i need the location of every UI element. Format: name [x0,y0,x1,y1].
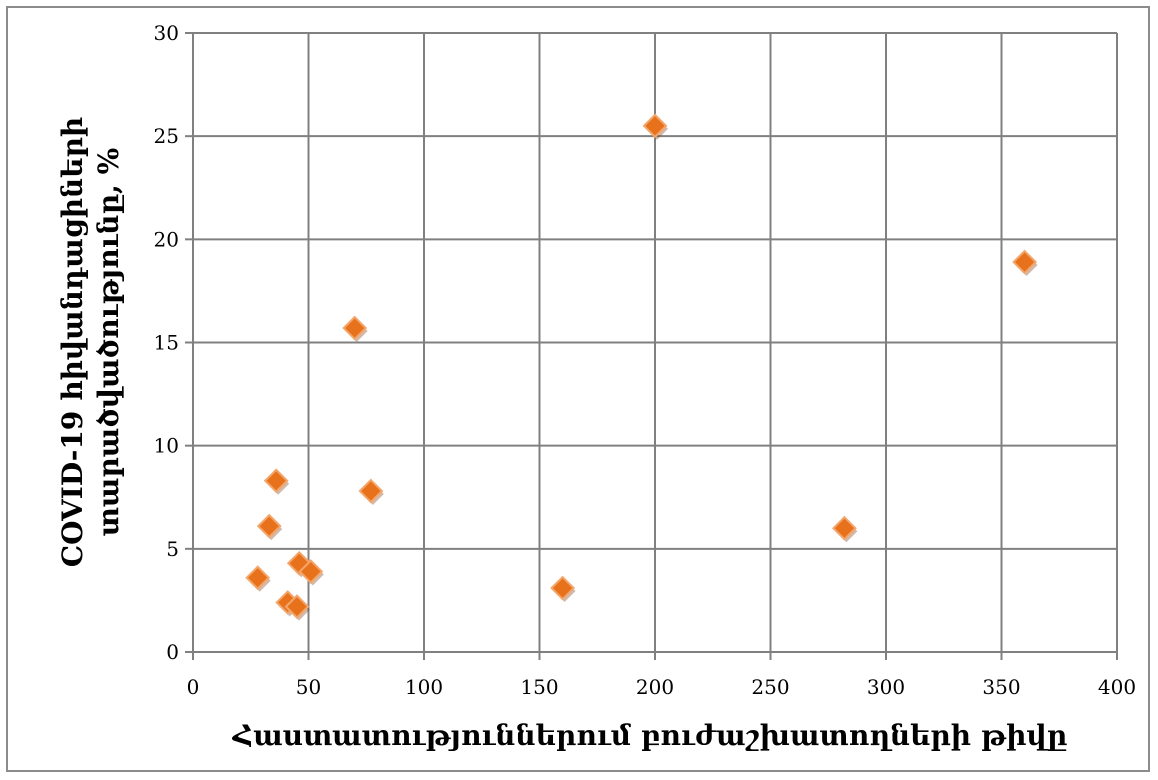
x-tick-label: 0 [187,675,200,699]
y-tick-label: 15 [154,331,179,355]
data-point-marker [832,515,857,541]
x-tick-label: 150 [520,675,558,699]
data-point [642,113,668,140]
chart-frame [6,6,1150,772]
x-axis-title: Հաստատություններում բուժաշխատողների թիվը [232,719,1068,752]
y-tick-label: 25 [154,124,179,148]
data-point-marker [358,478,384,504]
y-axis-title-line-2: տարածվածությունը, % [92,148,125,536]
data-point-marker [256,513,282,539]
data-point [1012,249,1038,277]
y-tick-label: 10 [154,434,179,458]
data-point-marker [263,468,289,494]
data-point-marker [342,315,368,341]
x-tick-label: 200 [636,675,674,699]
x-tick-label: 250 [751,675,789,699]
data-point [284,594,310,621]
data-point [256,513,283,541]
data-point [342,315,368,343]
data-point [245,565,271,592]
data-point [550,575,576,603]
y-axis-title-line-1: COVID-19 հիվանդացիների [56,117,89,567]
data-point-marker [1012,249,1038,275]
data-point [358,478,384,506]
data-point-marker [298,559,324,584]
data-points [245,113,1038,621]
x-tick-label: 400 [1098,675,1136,699]
data-point [263,468,290,495]
x-tick-label: 100 [405,675,443,699]
data-point-marker [642,113,668,139]
x-tick-label: 50 [296,675,321,699]
data-point [298,559,324,586]
x-tick-label: 300 [867,675,905,699]
y-tick-label: 0 [166,640,179,664]
x-tick-label: 350 [982,675,1020,699]
y-tick-label: 30 [154,21,179,45]
grid [185,32,1118,660]
data-point [832,515,858,543]
y-tick-label: 5 [166,537,179,561]
data-point-marker [245,565,271,591]
data-point-marker [550,575,576,601]
y-tick-label: 20 [154,227,179,251]
data-point-marker [284,594,310,620]
